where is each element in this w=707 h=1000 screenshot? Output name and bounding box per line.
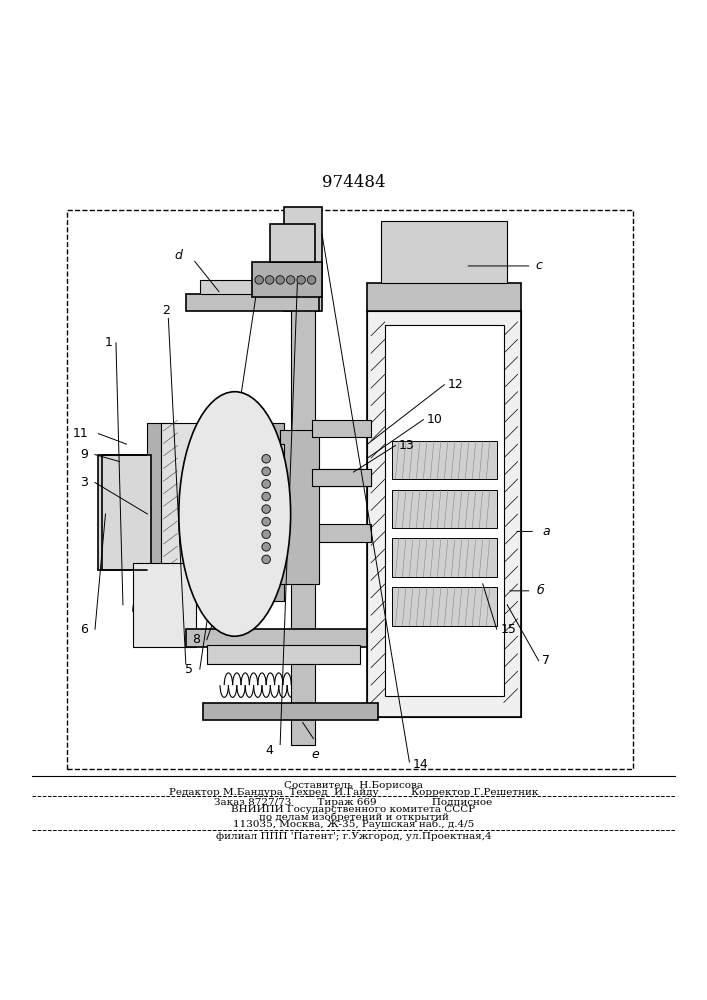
- Text: 10: 10: [427, 413, 443, 426]
- Circle shape: [262, 517, 270, 526]
- Circle shape: [262, 505, 270, 513]
- Circle shape: [286, 276, 295, 284]
- Text: 6: 6: [80, 623, 88, 636]
- Bar: [266, 469, 371, 486]
- Text: 9: 9: [80, 448, 88, 461]
- Ellipse shape: [179, 392, 291, 636]
- Text: 113035, Москва, Ж-35, Раушская наб., д.4/5: 113035, Москва, Ж-35, Раушская наб., д.4…: [233, 819, 474, 829]
- Text: c: c: [535, 259, 542, 272]
- Circle shape: [262, 455, 270, 463]
- Bar: [382, 221, 507, 283]
- Bar: [291, 297, 315, 444]
- Circle shape: [262, 530, 270, 538]
- Bar: [312, 420, 371, 437]
- Text: 15: 15: [501, 623, 516, 636]
- Circle shape: [255, 276, 264, 284]
- Bar: [284, 207, 322, 311]
- Text: 1: 1: [105, 336, 112, 349]
- Bar: [204, 703, 378, 720]
- Bar: [266, 524, 371, 542]
- Bar: [312, 469, 371, 486]
- Bar: [186, 629, 368, 647]
- Text: 7: 7: [542, 654, 550, 667]
- Bar: [147, 423, 165, 601]
- Bar: [200, 280, 305, 294]
- Bar: [266, 423, 284, 601]
- Circle shape: [308, 276, 316, 284]
- Text: 3: 3: [80, 476, 88, 489]
- Text: б: б: [537, 584, 544, 597]
- Bar: [67, 210, 633, 769]
- Text: e: e: [311, 748, 319, 761]
- Bar: [392, 587, 497, 626]
- Bar: [392, 490, 497, 528]
- Text: a: a: [542, 525, 550, 538]
- Text: ВНИИПИ Государственного комитета СССР: ВНИИПИ Государственного комитета СССР: [231, 805, 476, 814]
- Text: 13: 13: [399, 439, 415, 452]
- Bar: [392, 441, 497, 479]
- Text: 14: 14: [413, 758, 428, 771]
- Bar: [368, 283, 521, 311]
- Bar: [249, 444, 284, 570]
- Circle shape: [262, 480, 270, 488]
- Circle shape: [262, 543, 270, 551]
- Bar: [206, 645, 361, 664]
- Text: Редактор М.Бандура  Техред  И.Гайду          Корректор Г.Решетник: Редактор М.Бандура Техред И.Гайду Коррек…: [169, 788, 538, 797]
- Bar: [368, 311, 521, 717]
- Bar: [161, 423, 266, 598]
- Text: 12: 12: [448, 378, 464, 391]
- Text: 974484: 974484: [322, 174, 385, 191]
- Text: 11: 11: [72, 427, 88, 440]
- Text: 8: 8: [192, 633, 200, 646]
- Text: Составитель  Н.Борисова: Составитель Н.Борисова: [284, 781, 423, 790]
- Circle shape: [297, 276, 305, 284]
- Text: 2: 2: [163, 304, 170, 317]
- Bar: [252, 262, 322, 297]
- Bar: [280, 430, 319, 584]
- Text: по делам изобретений и открытий: по делам изобретений и открытий: [259, 812, 448, 822]
- Bar: [134, 563, 197, 647]
- Bar: [392, 538, 497, 577]
- Text: 4: 4: [265, 744, 273, 757]
- Text: филиал ППП 'Патент'; г.Ужгород, ул.Проектная,4: филиал ППП 'Патент'; г.Ужгород, ул.Проек…: [216, 832, 491, 841]
- Circle shape: [276, 276, 284, 284]
- Text: 5: 5: [185, 663, 193, 676]
- Text: Заказ 8727/73        Тираж 669                 Подписное: Заказ 8727/73 Тираж 669 Подписное: [214, 798, 493, 807]
- Bar: [269, 224, 315, 262]
- Text: d: d: [175, 249, 182, 262]
- Bar: [186, 294, 319, 311]
- Bar: [98, 455, 151, 570]
- Circle shape: [265, 276, 274, 284]
- Circle shape: [262, 467, 270, 476]
- Bar: [385, 325, 503, 696]
- Circle shape: [262, 555, 270, 564]
- Circle shape: [262, 492, 270, 501]
- Bar: [291, 570, 315, 745]
